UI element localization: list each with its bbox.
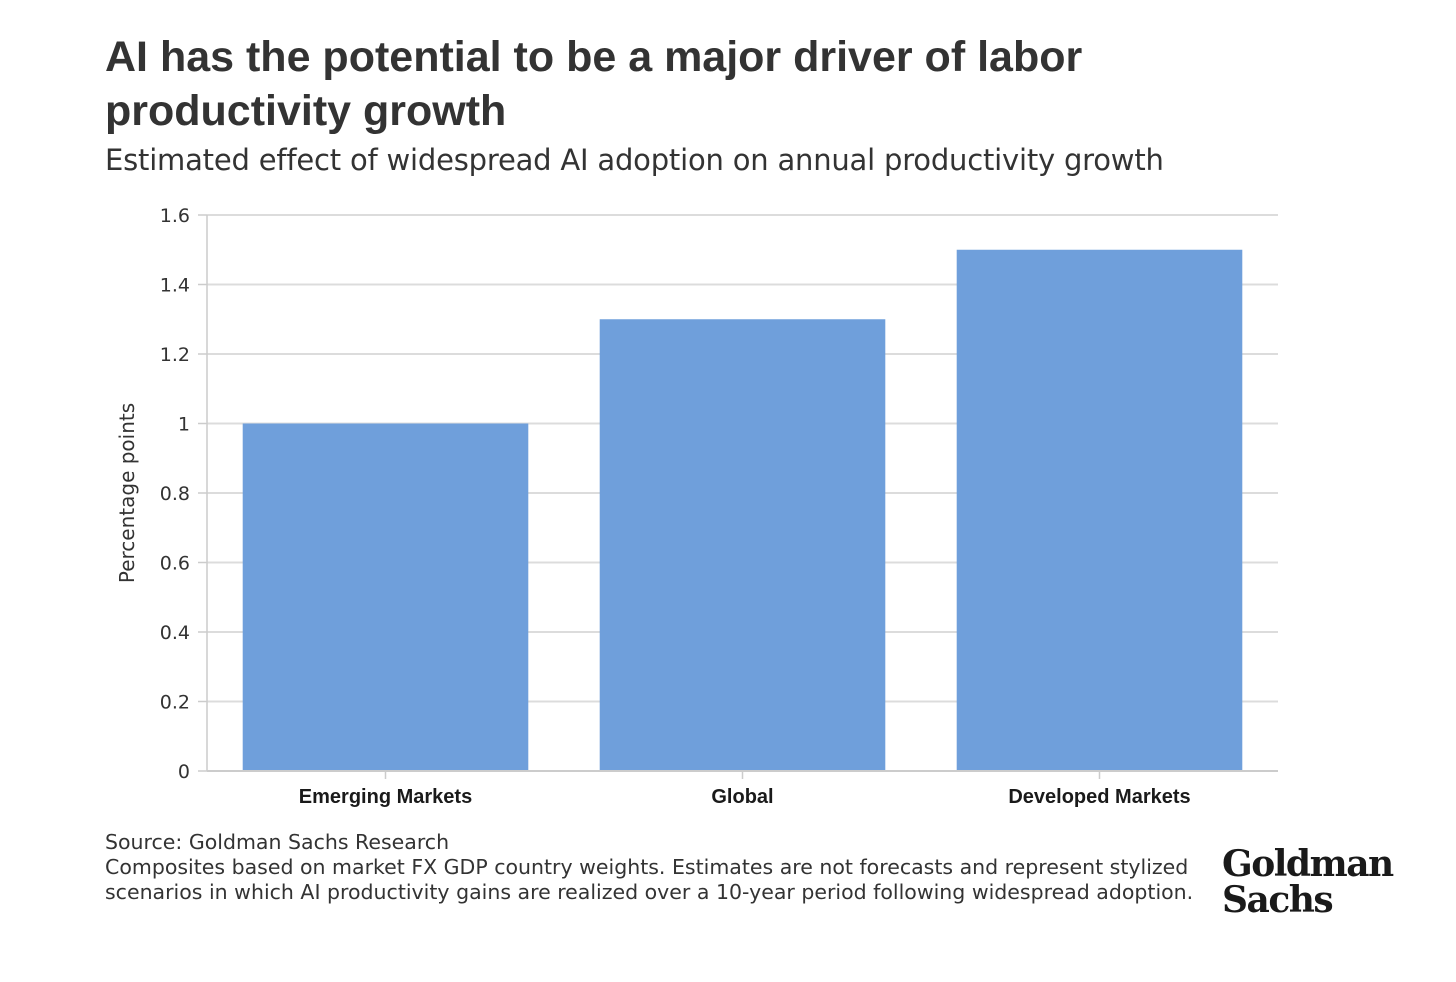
- y-tick-label: 1.6: [160, 205, 190, 227]
- y-tick-labels: 0 0.2 0.4 0.6 0.8 1 1.2 1.4 1.6: [160, 205, 190, 783]
- x-tick-label: Emerging Markets: [299, 786, 472, 808]
- y-tick-label: 0.8: [160, 483, 190, 505]
- source-note: Source: Goldman Sachs Research: [105, 830, 450, 854]
- bars: [242, 249, 1243, 771]
- logo-line-2: Sachs: [1222, 879, 1334, 921]
- methodology-note: Composites based on market FX GDP countr…: [105, 855, 1194, 904]
- x-tick-label: Developed Markets: [1008, 786, 1190, 808]
- logo-line-1: Goldman: [1222, 843, 1394, 885]
- x-tick-label: Global: [711, 786, 773, 808]
- y-axis-label: Percentage points: [115, 403, 139, 583]
- axes: [198, 214, 1278, 779]
- bar: [956, 249, 1243, 771]
- x-tick-labels: Emerging Markets Global Developed Markets: [299, 786, 1191, 808]
- y-tick-label: 0.4: [160, 622, 190, 644]
- y-tick-label: 0.2: [160, 692, 190, 714]
- bar: [242, 423, 529, 771]
- y-tick-label: 0: [178, 761, 190, 783]
- y-tick-label: 0.6: [160, 553, 190, 575]
- chart-footer: Source: Goldman Sachs Research Composite…: [105, 830, 1215, 905]
- bar: [599, 319, 886, 771]
- y-tick-label: 1.2: [160, 344, 190, 366]
- chart-subtitle: Estimated effect of widespread AI adopti…: [105, 143, 1164, 177]
- goldman-sachs-logo: Goldman Sachs: [1222, 843, 1394, 921]
- chart-title: AI has the potential to be a major drive…: [105, 33, 1083, 135]
- y-tick-label: 1.4: [160, 275, 190, 297]
- y-tick-label: 1: [178, 414, 190, 436]
